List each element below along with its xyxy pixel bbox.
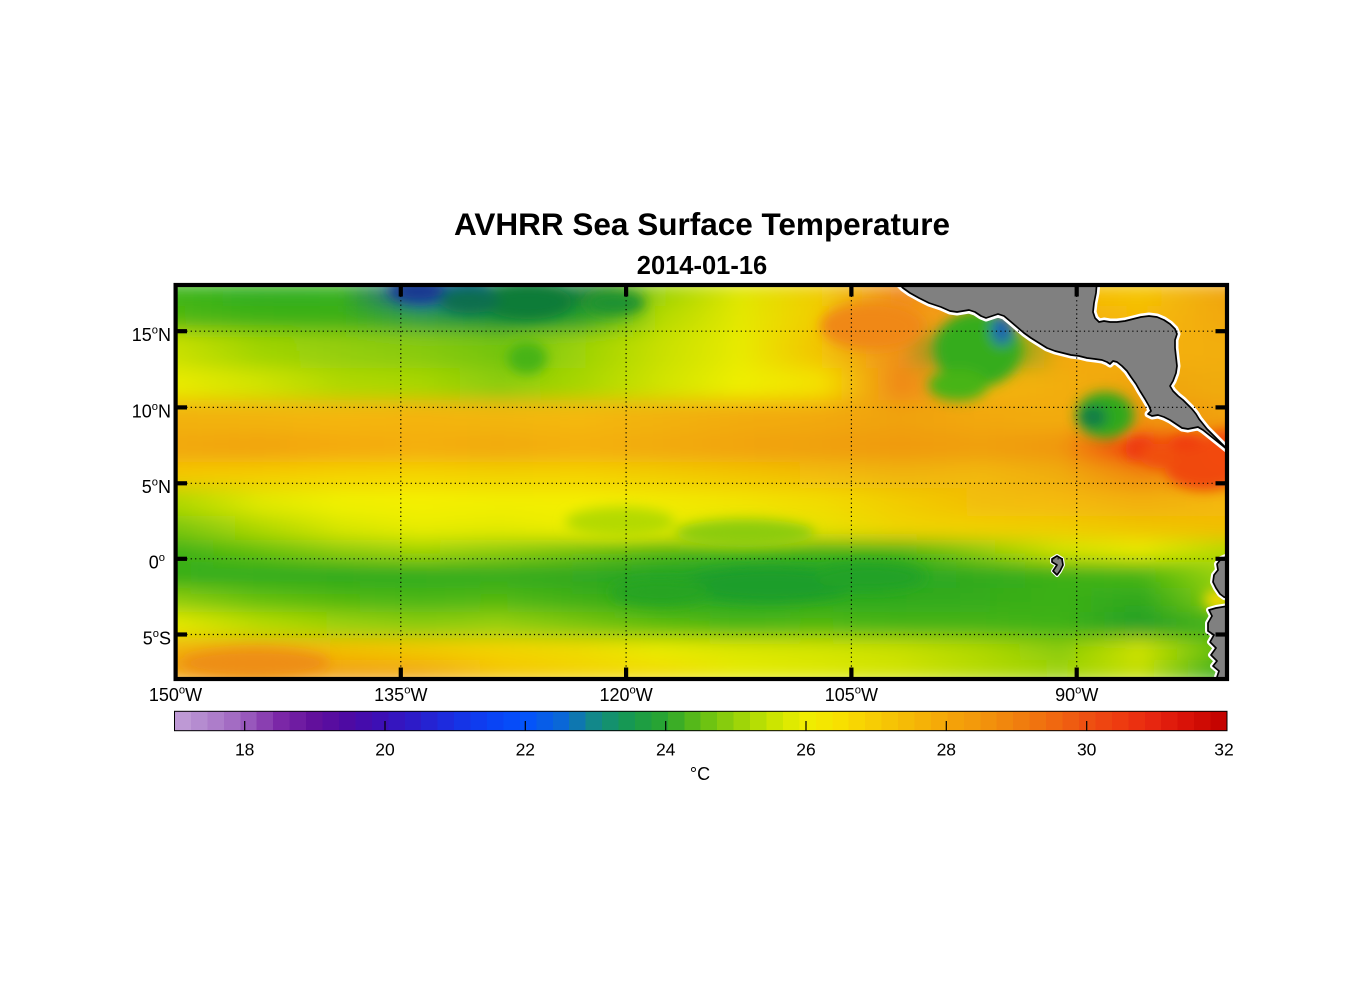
svg-text:AVHRR Sea Surface Temperature: AVHRR Sea Surface Temperature xyxy=(454,206,950,242)
svg-text:22: 22 xyxy=(516,740,535,760)
svg-text:5oN: 5oN xyxy=(142,477,171,498)
svg-text:20: 20 xyxy=(375,740,395,760)
svg-text:10oN: 10oN xyxy=(132,401,171,422)
svg-text:120oW: 120oW xyxy=(599,685,652,706)
svg-text:26: 26 xyxy=(796,740,815,760)
svg-text:5oS: 5oS xyxy=(143,628,171,649)
svg-text:°C: °C xyxy=(690,764,710,784)
svg-text:30: 30 xyxy=(1077,740,1097,760)
svg-text:18: 18 xyxy=(235,740,254,760)
svg-text:90oW: 90oW xyxy=(1055,685,1098,706)
svg-text:32: 32 xyxy=(1214,740,1233,760)
svg-text:2014-01-16: 2014-01-16 xyxy=(637,252,767,280)
svg-text:24: 24 xyxy=(656,740,676,760)
svg-text:150oW: 150oW xyxy=(149,685,202,706)
svg-text:135oW: 135oW xyxy=(374,685,427,706)
svg-text:15oN: 15oN xyxy=(132,325,171,346)
svg-text:28: 28 xyxy=(937,740,956,760)
svg-text:105oW: 105oW xyxy=(825,685,878,706)
